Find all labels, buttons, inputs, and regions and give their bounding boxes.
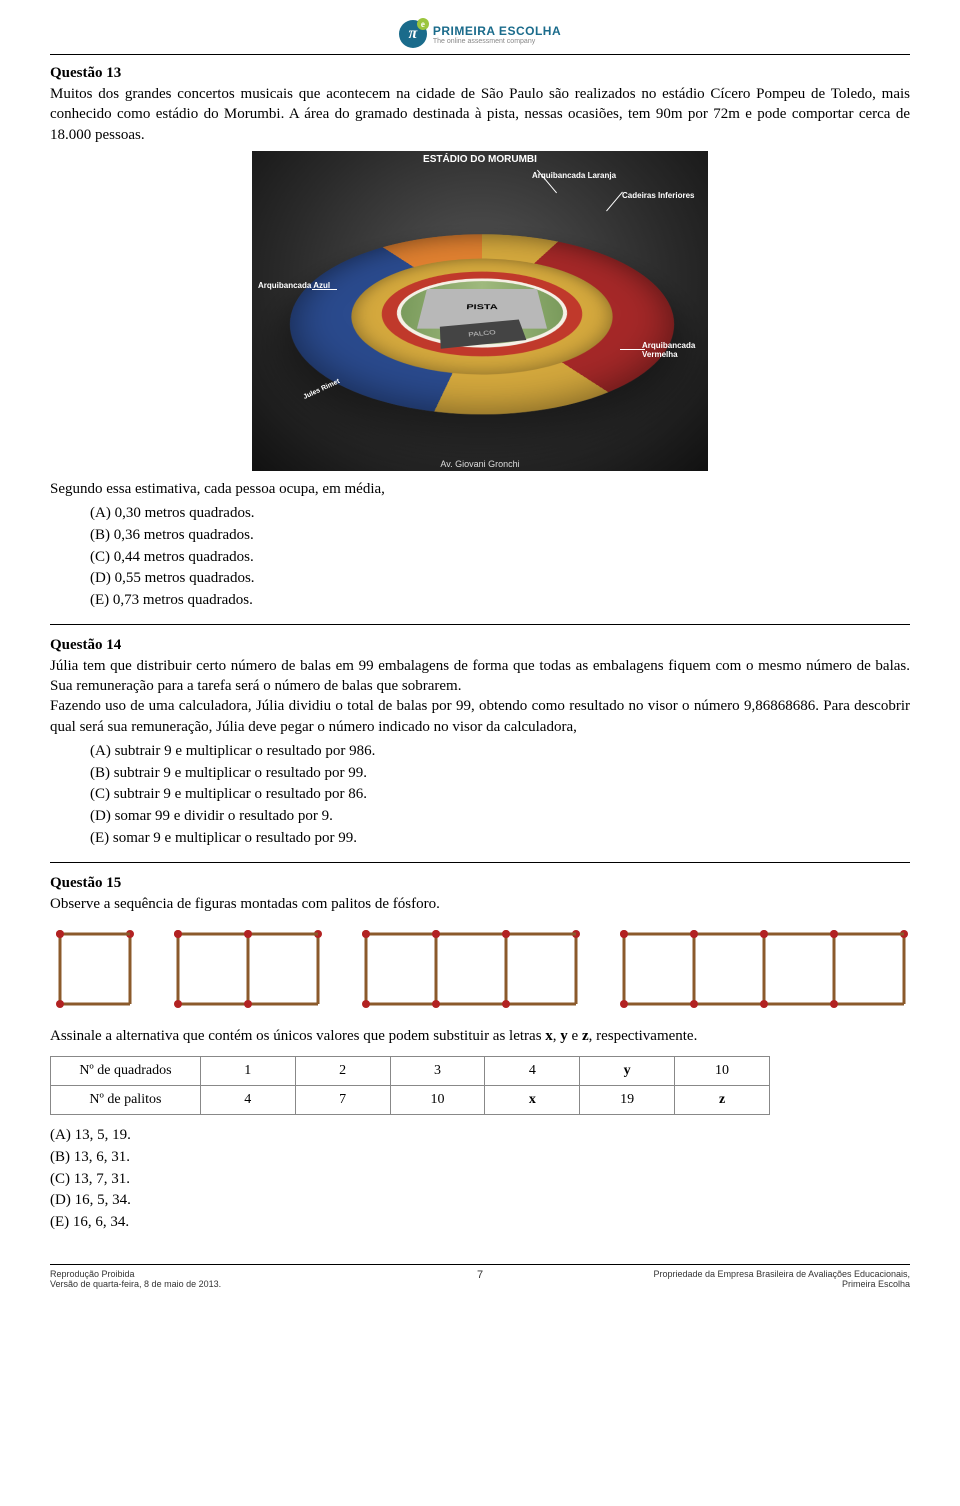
q13-title: Questão 13 <box>50 65 910 82</box>
label-vermelha: Arquibancada Vermelha <box>642 341 708 359</box>
q14-title: Questão 14 <box>50 637 910 654</box>
page-number: 7 <box>477 1269 483 1281</box>
question-15: Questão 15 Observe a sequência de figura… <box>50 875 910 1234</box>
q14-option-e: (E) somar 9 e multiplicar o resultado po… <box>90 828 910 850</box>
q13-leadin: Segundo essa estimativa, cada pessoa ocu… <box>50 479 910 499</box>
q15-option-d: (D) 16, 5, 34. <box>50 1190 910 1212</box>
q13-option-d: (D) 0,55 metros quadrados. <box>90 568 910 590</box>
q14-option-a: (A) subtrair 9 e multiplicar o resultado… <box>90 741 910 763</box>
q15-title: Questão 15 <box>50 875 910 892</box>
q15-options: (A) 13, 5, 19. (B) 13, 6, 31. (C) 13, 7,… <box>50 1125 910 1234</box>
q14-option-d: (D) somar 99 e dividir o resultado por 9… <box>90 806 910 828</box>
stadium-figure: ESTÁDIO DO MORUMBI PISTA PALCO Arquibanc… <box>252 151 708 471</box>
q15-option-a: (A) 13, 5, 19. <box>50 1125 910 1147</box>
q13-option-e: (E) 0,73 metros quadrados. <box>90 590 910 612</box>
footer-right2: Primeira Escolha <box>654 1279 910 1289</box>
q13-option-a: (A) 0,30 metros quadrados. <box>90 503 910 525</box>
q14-options: (A) subtrair 9 e multiplicar o resultado… <box>90 741 910 850</box>
question-14: Questão 14 Júlia tem que distribuir cert… <box>50 637 910 850</box>
question-13: Questão 13 Muitos dos grandes concertos … <box>50 65 910 612</box>
q15-post: Assinale a alternativa que contém os úni… <box>50 1026 910 1046</box>
match-figure-2 <box>168 924 328 1014</box>
header-rule <box>50 54 910 55</box>
separator <box>50 624 910 625</box>
q15-body: Observe a sequência de figuras montadas … <box>50 894 910 914</box>
brand: π PRIMEIRA ESCOLHA The online assessment… <box>399 20 561 48</box>
label-cadeiras: Cadeiras Inferiores <box>622 191 694 200</box>
label-line <box>620 349 645 350</box>
q13-body: Muitos dos grandes concertos musicais qu… <box>50 84 910 145</box>
footer-right: Propriedade da Empresa Brasileira de Ava… <box>654 1269 910 1289</box>
brand-name: PRIMEIRA ESCOLHA <box>433 24 561 38</box>
q13-option-c: (C) 0,44 metros quadrados. <box>90 547 910 569</box>
q14-option-c: (C) subtrair 9 e multiplicar o resultado… <box>90 784 910 806</box>
match-figure-3 <box>356 924 586 1014</box>
page-header: π PRIMEIRA ESCOLHA The online assessment… <box>50 20 910 48</box>
separator <box>50 862 910 863</box>
match-figure-1 <box>50 924 140 1014</box>
footer-left: Reprodução Proibida Versão de quarta-fei… <box>50 1269 221 1289</box>
stadium-bottom: Av. Giovani Gronchi <box>252 457 708 471</box>
label-line <box>606 191 623 211</box>
q15-option-b: (B) 13, 6, 31. <box>50 1147 910 1169</box>
q15-option-c: (C) 13, 7, 31. <box>50 1169 910 1191</box>
footer-left2: Versão de quarta-feira, 8 de maio de 201… <box>50 1279 221 1289</box>
footer-left1: Reprodução Proibida <box>50 1269 221 1279</box>
brand-tagline: The online assessment company <box>433 38 535 45</box>
label-jules: Jules Rimet <box>302 378 341 401</box>
page-footer: Reprodução Proibida Versão de quarta-fei… <box>50 1264 910 1289</box>
q13-option-b: (B) 0,36 metros quadrados. <box>90 525 910 547</box>
matchstick-figures <box>50 924 910 1014</box>
sequence-table: Nº de quadrados1234y10Nº de palitos4710x… <box>50 1056 770 1115</box>
stadium-title: ESTÁDIO DO MORUMBI <box>252 151 708 168</box>
q13-options: (A) 0,30 metros quadrados. (B) 0,36 metr… <box>90 503 910 612</box>
q14-body: Júlia tem que distribuir certo número de… <box>50 656 910 737</box>
label-line <box>312 289 337 290</box>
match-figure-4 <box>614 924 914 1014</box>
logo-icon: π <box>399 20 427 48</box>
q14-option-b: (B) subtrair 9 e multiplicar o resultado… <box>90 763 910 785</box>
q15-option-e: (E) 16, 6, 34. <box>50 1212 910 1234</box>
footer-right1: Propriedade da Empresa Brasileira de Ava… <box>654 1269 910 1279</box>
